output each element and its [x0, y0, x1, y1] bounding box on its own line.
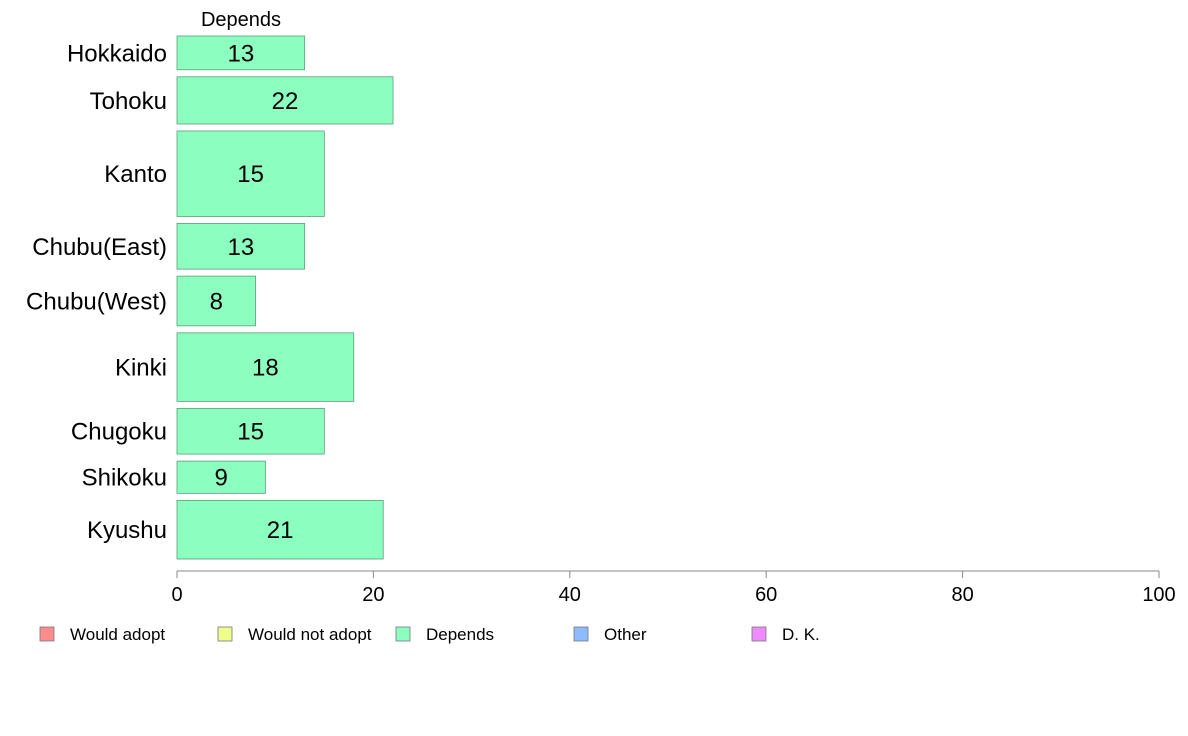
x-tick-label: 100 [1142, 584, 1175, 606]
category-label: Chubu(West) [26, 288, 167, 315]
x-tick-label: 20 [362, 584, 384, 606]
value-label: 13 [227, 234, 254, 261]
bar-chubu-west--s0 [176, 275, 256, 327]
category-labels: Hokkaido Tohoku Kanto Chubu(East) Chubu(West… [26, 40, 167, 544]
value-label: 9 [215, 465, 228, 492]
category-label: Shikoku [82, 465, 167, 492]
bar-chubu-east--s0 [176, 223, 306, 270]
bar-kanto-s0 [176, 130, 325, 217]
legend-label: D. K. [782, 625, 820, 644]
bar-tohoku-s0 [176, 76, 394, 125]
bar-hokkaido-s0 [176, 35, 306, 71]
x-axis: 0 20 40 60 80 100 [171, 570, 1176, 606]
value-label: 18 [252, 355, 279, 382]
legend-swatch [395, 626, 411, 642]
category-label: Tohoku [90, 88, 167, 115]
legend-swatch [39, 626, 55, 642]
legend-swatch [751, 626, 767, 642]
category-label: Kyushu [87, 517, 167, 544]
category-label: Chugoku [71, 419, 167, 446]
value-label: 22 [272, 88, 299, 115]
bar-chugoku-s0 [176, 407, 325, 455]
category-label: Hokkaido [67, 40, 167, 67]
bars-group [176, 35, 394, 560]
category-label: Kanto [104, 161, 167, 188]
category-label: Kinki [115, 355, 167, 382]
x-tick-label: 0 [171, 584, 182, 606]
legend-label: Would adopt [70, 625, 165, 644]
x-tick-label: 40 [559, 584, 581, 606]
bar-kyushu-s0 [176, 499, 384, 560]
legend-swatch [217, 626, 233, 642]
category-label: Chubu(East) [32, 234, 167, 261]
value-label: 15 [237, 419, 264, 446]
value-label: 13 [227, 40, 254, 67]
bar-kinki-s0 [176, 332, 355, 402]
legend-swatch [573, 626, 589, 642]
x-tick-label: 80 [951, 584, 973, 606]
legend-label: Depends [426, 625, 494, 644]
value-label: 21 [267, 517, 294, 544]
legend-label: Other [604, 625, 647, 644]
value-label: 8 [210, 288, 223, 315]
legend: Would adopt Would not adopt Depends Other D.… [39, 625, 820, 644]
legend-label: Would not adopt [248, 625, 372, 644]
bar-shikoku-s0 [176, 460, 266, 494]
series-header: Depends [201, 9, 281, 31]
value-label: 15 [237, 161, 264, 188]
x-tick-label: 60 [755, 584, 777, 606]
